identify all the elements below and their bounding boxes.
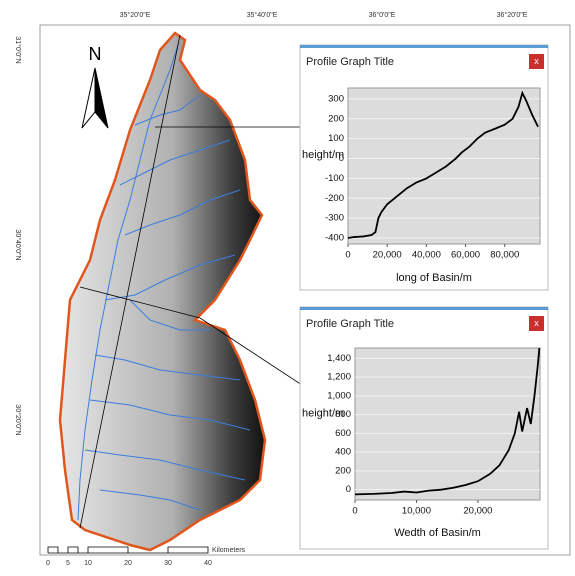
scale-label: 10 — [84, 560, 92, 567]
top-coord: 36°0'0"E — [369, 11, 396, 19]
top-coord: 35°40'0"E — [247, 11, 278, 19]
x-tick-label: 10,000 — [402, 506, 431, 517]
y-tick-label: -100 — [325, 173, 344, 184]
window-title: Profile Graph Title — [306, 56, 394, 68]
window-title: Profile Graph Title — [306, 318, 394, 330]
x-axis-label: Wedth of Basin/m — [394, 527, 481, 539]
window-accent — [300, 45, 548, 48]
y-tick-label: 200 — [335, 465, 351, 476]
y-tick-label: 200 — [328, 113, 344, 124]
x-tick-label: 20,000 — [373, 250, 402, 261]
plot-area — [348, 88, 540, 244]
x-axis-label: long of Basin/m — [396, 272, 472, 284]
y-axis-label: height/m — [302, 149, 344, 161]
scale-label: 40 — [204, 560, 212, 567]
y-tick-label: 0 — [346, 484, 351, 495]
y-tick-label: -300 — [325, 213, 344, 224]
left-coord: 30°40'0"N — [14, 229, 22, 260]
scale-unit: Kilometers — [212, 547, 246, 554]
scale-label: 20 — [124, 560, 132, 567]
x-tick-label: 0 — [352, 506, 357, 517]
x-tick-label: 60,000 — [451, 250, 480, 261]
left-coord: 30°20'0"N — [14, 404, 22, 435]
left-coord: 31°0'0"N — [14, 36, 22, 63]
y-tick-label: -400 — [325, 233, 344, 244]
y-tick-label: 1,200 — [327, 372, 351, 383]
scale-label: 30 — [164, 560, 172, 567]
x-tick-label: 0 — [345, 250, 350, 261]
north-label: N — [89, 44, 102, 64]
top-coord: 36°20'0"E — [497, 11, 528, 19]
y-tick-label: 1,000 — [327, 390, 351, 401]
screenshot: 35°20'0"E 35°40'0"E 36°0'0"E 36°20'0"E 3… — [0, 0, 575, 571]
y-tick-label: 100 — [328, 133, 344, 144]
x-tick-label: 40,000 — [412, 250, 441, 261]
scale-label: 0 — [46, 560, 50, 567]
plot-area — [355, 348, 540, 500]
x-tick-label: 80,000 — [490, 250, 519, 261]
north-arrow: N — [82, 44, 108, 128]
y-tick-label: 1,400 — [327, 353, 351, 364]
window-accent — [300, 307, 548, 310]
profile-window: Profile Graph Title x -400 -300 -200 -100 0 100… — [300, 45, 548, 290]
top-coord: 35°20'0"E — [120, 11, 151, 19]
y-tick-label: 400 — [335, 447, 351, 458]
x-tick-label: 20,000 — [463, 506, 492, 517]
close-label[interactable]: x — [534, 318, 539, 328]
y-axis-label: height/m — [302, 407, 344, 419]
y-tick-label: -200 — [325, 193, 344, 204]
y-tick-label: 600 — [335, 428, 351, 439]
profile-windows: Profile Graph Title x -400 -300 -200 -100 0 100… — [300, 45, 548, 549]
scale-label: 5 — [66, 560, 70, 567]
y-tick-label: 300 — [328, 93, 344, 104]
close-label[interactable]: x — [534, 56, 539, 66]
